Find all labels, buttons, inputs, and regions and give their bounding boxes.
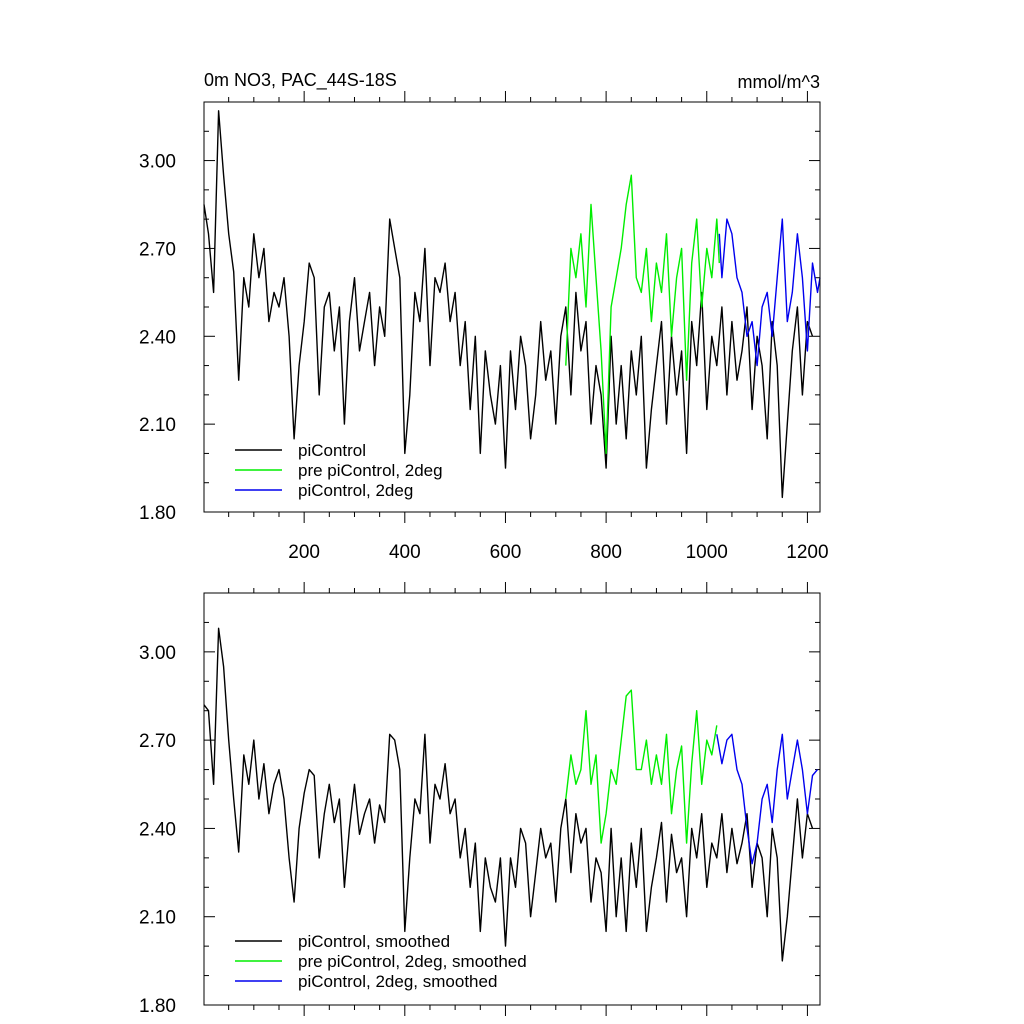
- top-panel-title: 0m NO3, PAC_44S-18S: [204, 70, 397, 91]
- series-line-1: [565, 174, 720, 455]
- top-panel-units: mmol/m^3: [738, 72, 820, 92]
- x-tick-label: 200: [288, 542, 320, 563]
- series-line-0: [203, 627, 814, 962]
- legend-label-2: piControl, 2deg: [298, 481, 413, 500]
- y-tick-label: 2.70: [139, 239, 176, 260]
- legend-label-1: pre piControl, 2deg: [298, 461, 443, 480]
- y-tick-label: 2.40: [139, 327, 176, 348]
- y-tick-label: 2.40: [139, 819, 176, 840]
- top-panel-axes: 1.80 2.10 2.40 2.70 3.00 200 400 600 800 1000 1200: [139, 91, 829, 563]
- y-tick-label: 1.80: [139, 503, 176, 524]
- y-tick-label: 2.70: [139, 731, 176, 752]
- y-tick-label: 2.10: [139, 908, 176, 929]
- series-line-0: [203, 110, 814, 499]
- y-tick-label: 3.00: [139, 643, 176, 664]
- x-tick-label: 800: [590, 542, 622, 563]
- top-panel-series: [203, 110, 821, 499]
- legend-label-2: piControl, 2deg, smoothed: [298, 972, 497, 991]
- series-line-1: [565, 689, 718, 844]
- legend-label-0: piControl: [298, 441, 366, 460]
- x-tick-label: 600: [490, 542, 522, 563]
- bottom-panel: 1.80 2.10 2.40 2.70 3.00 piControl, smoothed…: [139, 582, 821, 1017]
- y-tick-label: 3.00: [139, 152, 176, 173]
- legend-label-0: piControl, smoothed: [298, 932, 450, 951]
- series-line-2: [716, 733, 819, 865]
- y-tick-label: 2.10: [139, 415, 176, 436]
- bottom-panel-axes: 1.80 2.10 2.40 2.70 3.00: [139, 582, 820, 1017]
- bottom-panel-series: [203, 627, 819, 962]
- top-panel-frame: [203, 101, 821, 513]
- bottom-panel-frame: [203, 592, 821, 1006]
- x-tick-label: 1200: [786, 542, 828, 563]
- top-panel: 0m NO3, PAC_44S-18S mmol/m^3 1.80 2.10 2.4…: [139, 70, 829, 563]
- y-tick-label: 1.80: [139, 996, 176, 1017]
- legend-label-1: pre piControl, 2deg, smoothed: [298, 952, 527, 971]
- x-tick-label: 400: [389, 542, 421, 563]
- series-line-2: [718, 218, 821, 367]
- x-tick-label: 1000: [686, 542, 728, 563]
